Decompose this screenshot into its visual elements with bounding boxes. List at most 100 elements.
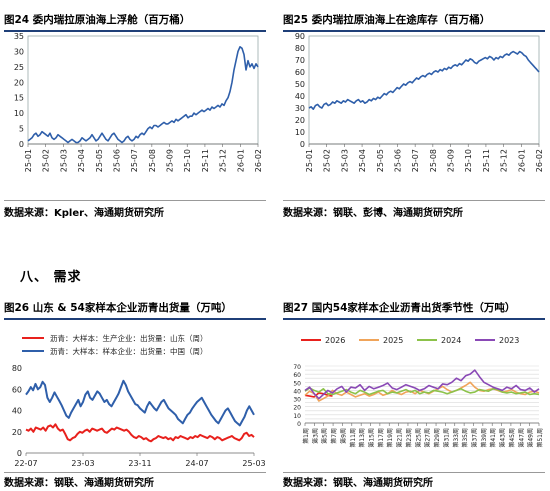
chart-27-title-rule: [283, 318, 545, 320]
x-tick-label: 25-10: [183, 149, 192, 172]
plot-frame: [27, 35, 259, 145]
y-tick-label: 0: [17, 449, 22, 458]
x-tick-label: 第29周: [433, 428, 441, 448]
x-tick-label: 第23周: [405, 428, 413, 448]
chart-27-bottom-rule: [283, 472, 545, 473]
y-tick-label: 30: [293, 397, 301, 404]
series-line-沥青：大样本：生产企业：出货量：山东（周）: [25, 423, 255, 443]
y-tick-label: 5: [19, 125, 24, 134]
series-line-series-0: [308, 50, 540, 110]
x-tick-label: 23-03: [71, 459, 94, 468]
y-tick-label: 10: [14, 109, 24, 118]
y-tick-label: 40: [295, 92, 305, 101]
x-tick-label: 25-07: [411, 149, 420, 172]
chart-26-plot: 0 20 40 60 80 22-07 23-03 23-11 24-07 25-03 沥青：大样本…: [12, 333, 266, 468]
x-tick-label: 第51周: [536, 428, 544, 448]
x-tick-label: 25-03: [59, 149, 68, 172]
x-tick-label: 25-05: [376, 149, 385, 172]
x-tick-label: 第5周: [321, 428, 329, 444]
x-tick-label: 25-06: [393, 149, 402, 172]
x-tick-label: 第17周: [377, 428, 385, 448]
x-tick-label: 26-01: [236, 149, 245, 172]
legend-label: 2023: [499, 336, 519, 345]
chart-25-title: 图25 委内瑞拉原油海上在途库存（百万桶）: [283, 14, 491, 26]
x-tick-label: 第33周: [452, 428, 460, 448]
section-heading-demand: 八、 需求: [20, 270, 82, 285]
chart-25-source: 数据来源：钢联、彭博、海通期货研究所: [283, 208, 463, 219]
y-tick-label: 50: [295, 80, 305, 89]
x-tick-label: 22-07: [14, 459, 37, 468]
chart-24-title: 图24 委内瑞拉原油海上浮舱（百万桶）: [4, 14, 191, 26]
chart-27-source: 数据来源：钢联、海通期货研究所: [283, 478, 433, 489]
x-tick-label: 25-08: [148, 149, 157, 172]
y-tick-label: 80: [12, 364, 22, 373]
y-tick-label: 15: [14, 94, 24, 103]
x-tick-label: 25-09: [447, 149, 456, 172]
y-tick-label: 35: [14, 32, 24, 41]
y-tick-label: 80: [295, 44, 305, 53]
series-line-series-0: [27, 46, 259, 144]
x-tick-label: 第47周: [517, 428, 525, 448]
legend-label: 沥青：大样本：样本企业：出货量：中国（周）: [50, 346, 208, 356]
x-tick-label: 26-01: [517, 149, 526, 172]
x-tick-label: 25-12: [219, 149, 228, 172]
x-tick-label: 第19周: [386, 428, 394, 448]
chart-24-title-rule: [4, 30, 266, 32]
y-tick-label: 60: [293, 372, 301, 379]
x-tick-label: 25-03: [242, 459, 265, 468]
chart-26-title-rule: [4, 318, 266, 320]
x-tick-label: 26-02: [254, 149, 263, 172]
x-tick-label: 25-04: [77, 149, 86, 172]
x-tick-label: 第49周: [527, 428, 535, 448]
y-tick-label: 30: [295, 104, 305, 113]
x-tick-label: 25-11: [482, 149, 491, 172]
chart-25-plot: 0 10 20 30 40 50 60 70 80 90 25-01 25-02 25-03 25-04 2…: [295, 32, 544, 172]
x-tick-label: 25-05: [95, 149, 104, 172]
y-tick-label: 20: [295, 116, 305, 125]
x-tick-label: 25-03: [340, 149, 349, 172]
x-tick-label: 24-07: [185, 459, 208, 468]
x-tick-label: 第13周: [358, 428, 366, 448]
x-tick-label: 第39周: [480, 428, 488, 448]
x-tick-label: 23-11: [128, 459, 151, 468]
chart-24-bottom-rule: [4, 200, 266, 201]
x-tick-label: 第9周: [339, 428, 347, 444]
x-tick-label: 第43周: [499, 428, 507, 448]
y-tick-label: 20: [293, 405, 301, 412]
y-tick-label: 70: [295, 56, 305, 65]
legend-label: 2024: [441, 336, 461, 345]
y-tick-label: 0: [297, 421, 301, 428]
x-tick-label: 25-11: [201, 149, 210, 172]
y-tick-label: 90: [295, 32, 305, 41]
x-tick-label: 25-01: [305, 149, 314, 172]
y-tick-label: 20: [14, 78, 24, 87]
x-tick-label: 第27周: [424, 428, 432, 448]
x-tick-label: 第31周: [442, 428, 450, 448]
x-tick-label: 25-08: [429, 149, 438, 172]
x-tick-label: 第7周: [330, 428, 338, 444]
x-tick-label: 25-04: [358, 149, 367, 172]
y-tick-label: 60: [295, 68, 305, 77]
x-tick-label: 25-01: [24, 149, 33, 172]
plot-frame: [308, 35, 540, 145]
x-tick-label: 25-02: [42, 149, 51, 172]
y-tick-label: 20: [12, 428, 22, 437]
chart-24-source: 数据来源：Kpler、海通期货研究所: [4, 208, 165, 219]
y-tick-label: 10: [295, 128, 305, 137]
x-tick-label: 25-12: [500, 149, 509, 172]
x-tick-label: 第37周: [470, 428, 478, 448]
x-tick-label: 25-06: [112, 149, 121, 172]
x-tick-label: 25-07: [130, 149, 139, 172]
x-tick-label: 第1周: [302, 428, 310, 444]
y-tick-label: 10: [293, 413, 301, 420]
chart-26-bottom-rule: [4, 472, 266, 473]
x-tick-label: 第41周: [489, 428, 497, 448]
y-tick-label: 0: [300, 140, 305, 149]
x-tick-label: 25-02: [323, 149, 332, 172]
series-line-沥青：大样本：样本企业：出货量：中国（周）: [25, 379, 255, 427]
y-tick-label: 50: [293, 380, 301, 387]
x-tick-label: 第15周: [368, 428, 376, 448]
legend-label: 沥青：大样本：生产企业：出货量：山东（周）: [50, 333, 208, 343]
chart-25-bottom-rule: [283, 200, 545, 201]
y-tick-label: 40: [12, 407, 22, 416]
